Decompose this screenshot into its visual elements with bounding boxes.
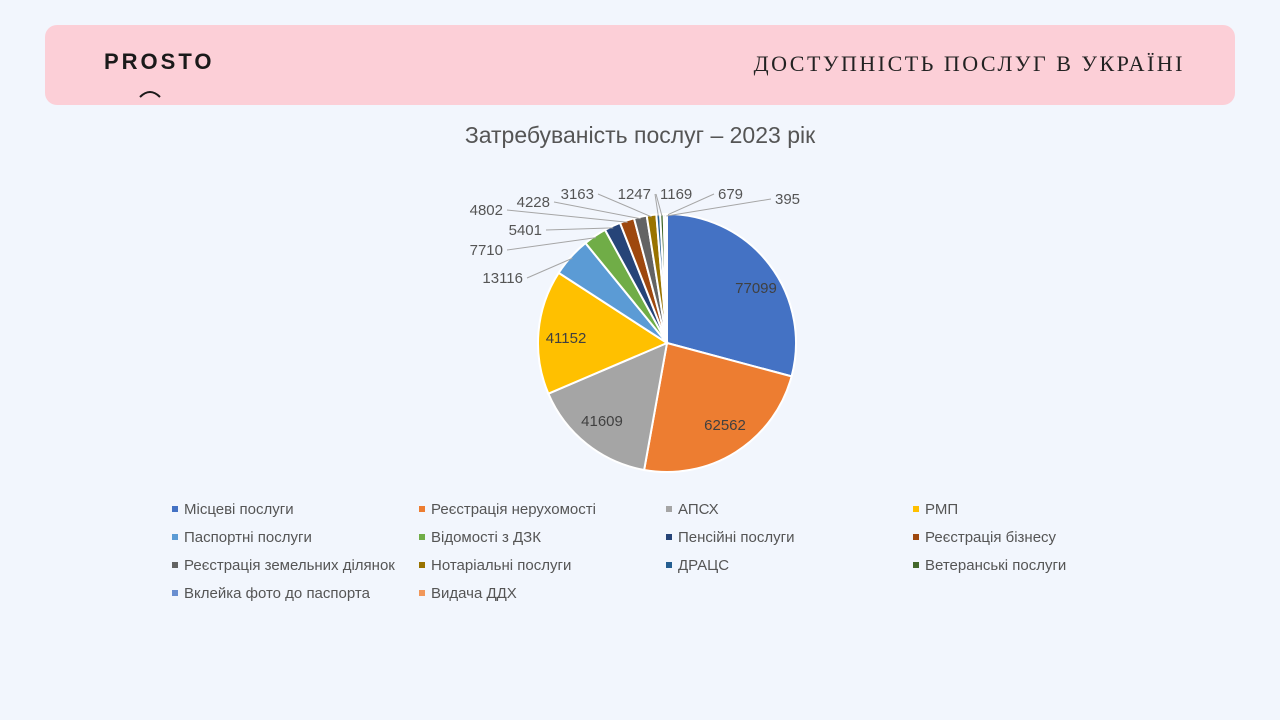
legend-swatch xyxy=(172,562,178,568)
data-label: 4228 xyxy=(517,194,550,211)
legend-label: Вклейка фото до паспорта xyxy=(184,584,370,602)
legend-swatch xyxy=(666,534,672,540)
legend-item: ДРАЦС xyxy=(666,556,913,574)
legend-label: Відомості з ДЗК xyxy=(431,528,541,546)
legend-label: Видача ДДХ xyxy=(431,584,517,602)
legend-swatch xyxy=(419,562,425,568)
leader-line xyxy=(664,193,715,217)
leader-line xyxy=(545,227,614,231)
legend-item: Нотаріальні послуги xyxy=(419,556,666,574)
legend-item: Видача ДДХ xyxy=(419,584,666,602)
logo-smile-icon xyxy=(139,91,161,98)
legend-label: Ветеранські послуги xyxy=(925,556,1067,574)
legend-swatch xyxy=(172,590,178,596)
legend-swatch xyxy=(913,534,919,540)
leader-line xyxy=(526,257,573,279)
pie-slice xyxy=(642,341,793,473)
page-title: ДОСТУПНІСТЬ ПОСЛУГ В УКРАЇНІ xyxy=(753,51,1185,76)
data-label: 3163 xyxy=(561,186,594,203)
data-label: 41152 xyxy=(546,330,587,347)
leader-line xyxy=(597,193,652,218)
pie-slice xyxy=(664,212,668,344)
legend-label: ДРАЦС xyxy=(678,556,730,574)
data-label: 62562 xyxy=(704,417,746,434)
pie-slice xyxy=(666,212,797,378)
legend-item: Паспортні послуги xyxy=(172,528,419,546)
data-label: 395 xyxy=(775,191,800,208)
legend-label: РМП xyxy=(925,500,959,518)
legend-label: Місцеві послуги xyxy=(184,500,294,518)
leader-line xyxy=(654,193,659,217)
data-label: 77099 xyxy=(735,280,777,297)
legend-swatch xyxy=(666,562,672,568)
leader-line xyxy=(655,193,663,217)
data-label: 4802 xyxy=(470,202,503,219)
leader-line xyxy=(506,209,628,223)
leader-line xyxy=(553,201,641,220)
leader-line xyxy=(666,198,772,217)
data-label: 13116 xyxy=(482,270,523,287)
legend-label: Реєстрація земельних ділянок xyxy=(184,556,395,574)
data-label: 41609 xyxy=(581,413,623,430)
data-label: 5401 xyxy=(509,222,542,239)
legend-swatch xyxy=(172,506,178,512)
pie-slice xyxy=(537,271,670,395)
legend-item: Відомості з ДЗК xyxy=(419,528,666,546)
legend-swatch xyxy=(419,590,425,596)
legend-label: АПСХ xyxy=(678,500,719,518)
pie-slice xyxy=(547,341,669,472)
legend-item: Реєстрація нерухомості xyxy=(419,500,666,518)
legend-label: Реєстрація нерухомості xyxy=(431,500,596,518)
header-banner: PROSTO ДОСТУПНІСТЬ ПОСЛУГ В УКРАЇНІ xyxy=(45,25,1235,105)
legend-item: Реєстрація земельних ділянок xyxy=(172,556,419,574)
legend-swatch xyxy=(419,534,425,540)
data-label: 1169 xyxy=(660,186,692,203)
legend-item: Ветеранські послуги xyxy=(913,556,1113,574)
legend-label: Паспортні послуги xyxy=(184,528,312,546)
legend-item: Вклейка фото до паспорта xyxy=(172,584,419,602)
pie-chart: 77099 62562 41609 41152 13116 7710 5401 4802 422… xyxy=(470,186,800,473)
legend-swatch xyxy=(419,506,425,512)
legend-label: Реєстрація бізнесу xyxy=(925,528,1057,546)
legend-swatch xyxy=(172,534,178,540)
legend-label: Пенсійні послуги xyxy=(678,528,795,546)
legend-swatch xyxy=(913,506,919,512)
data-label: 679 xyxy=(718,186,743,203)
data-label: 1247 xyxy=(618,186,651,203)
data-label: 7710 xyxy=(470,242,503,259)
legend-swatch xyxy=(666,506,672,512)
chart-title: Затребуваність послуг – 2023 рік xyxy=(464,122,816,148)
legend-item: Реєстрація бізнесу xyxy=(913,528,1113,546)
legend-label: Нотаріальні послуги xyxy=(431,556,572,574)
legend-item: Пенсійні послуги xyxy=(666,528,913,546)
legend-swatch xyxy=(913,562,919,568)
leader-line xyxy=(506,237,597,251)
legend-item: РМП xyxy=(913,500,1113,518)
chart-legend: Місцеві послуги Реєстрація нерухомості АПС… xyxy=(172,500,1113,602)
legend-item: Місцеві послуги xyxy=(172,500,419,518)
logo: PROSTO xyxy=(104,49,215,74)
legend-item: АПСХ xyxy=(666,500,913,518)
